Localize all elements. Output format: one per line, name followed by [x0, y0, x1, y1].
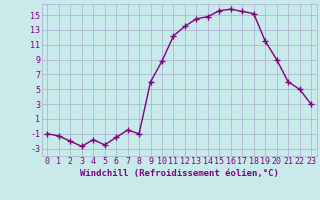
X-axis label: Windchill (Refroidissement éolien,°C): Windchill (Refroidissement éolien,°C) [80, 169, 279, 178]
